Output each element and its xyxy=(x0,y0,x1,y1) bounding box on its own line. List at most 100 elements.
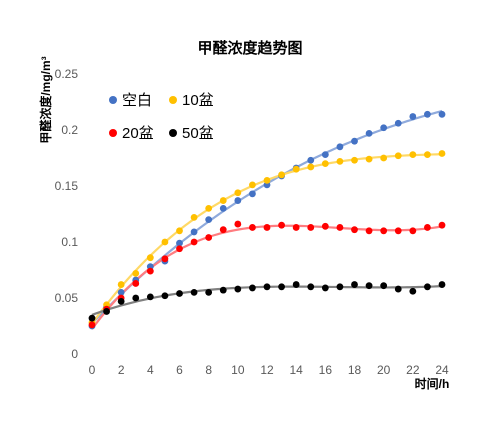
data-point xyxy=(190,238,198,246)
data-point xyxy=(205,205,213,212)
data-point xyxy=(394,227,402,235)
data-point xyxy=(438,281,446,288)
x-tick-label: 20 xyxy=(377,363,391,377)
data-point xyxy=(146,254,154,262)
data-point xyxy=(336,143,344,151)
data-point xyxy=(278,221,285,229)
x-tick-label: 16 xyxy=(319,363,333,377)
data-point xyxy=(117,281,125,288)
data-point xyxy=(409,287,417,295)
data-point xyxy=(321,151,329,159)
x-tick-label: 4 xyxy=(147,363,154,377)
data-point xyxy=(278,283,285,291)
x-tick-label: 18 xyxy=(348,363,362,377)
data-point xyxy=(365,282,373,290)
legend-label: 空白 xyxy=(122,92,152,109)
data-point xyxy=(394,119,402,127)
data-point xyxy=(190,228,198,236)
data-point xyxy=(190,289,198,296)
data-point xyxy=(249,181,256,189)
data-point xyxy=(263,283,271,291)
data-point xyxy=(205,216,213,224)
legend-label: 10盆 xyxy=(182,92,214,109)
data-point xyxy=(307,163,315,171)
data-point xyxy=(438,110,446,118)
data-point xyxy=(380,154,388,162)
data-point xyxy=(409,151,417,159)
data-point xyxy=(219,205,227,212)
data-point xyxy=(292,281,300,288)
legend-label: 20盆 xyxy=(122,125,154,142)
data-point xyxy=(263,224,271,231)
data-point xyxy=(219,197,227,204)
data-point xyxy=(336,157,344,165)
data-point xyxy=(424,151,431,159)
data-point xyxy=(351,226,358,234)
trendline xyxy=(91,285,443,316)
data-point xyxy=(88,314,96,322)
trendlines xyxy=(91,109,443,330)
x-tick-label: 2 xyxy=(118,363,125,377)
data-point xyxy=(205,289,213,296)
data-point xyxy=(205,234,213,241)
data-point xyxy=(234,197,242,204)
data-point xyxy=(307,224,315,231)
data-point xyxy=(219,226,227,234)
data-point xyxy=(321,284,329,292)
data-point xyxy=(380,124,388,132)
data-point xyxy=(176,227,183,235)
y-tick-label: 0.05 xyxy=(55,291,79,305)
data-point xyxy=(88,321,96,329)
legend-marker xyxy=(109,129,117,137)
data-point xyxy=(146,293,154,301)
data-point xyxy=(409,227,417,235)
data-point xyxy=(438,150,446,157)
x-tick-label: 0 xyxy=(89,363,96,377)
x-tick-label: 12 xyxy=(260,363,274,377)
data-point xyxy=(263,177,271,184)
x-tick-label: 6 xyxy=(176,363,183,377)
x-tick-label: 10 xyxy=(231,363,245,377)
data-point xyxy=(219,286,227,294)
trendline xyxy=(91,109,443,325)
x-tick-label: 24 xyxy=(435,363,449,377)
x-tick-label: 22 xyxy=(406,363,420,377)
data-point xyxy=(365,155,373,163)
data-point xyxy=(132,280,140,287)
data-point xyxy=(336,283,344,291)
data-point xyxy=(132,294,140,302)
data-point xyxy=(321,222,329,230)
data-point xyxy=(394,285,402,293)
data-point xyxy=(234,285,242,293)
data-point xyxy=(176,245,183,253)
data-point xyxy=(351,137,358,145)
y-tick-label: 0.2 xyxy=(61,123,78,137)
data-point xyxy=(424,224,431,231)
y-tick-label: 0.25 xyxy=(55,67,79,81)
data-point xyxy=(365,129,373,137)
data-point xyxy=(380,227,388,235)
data-point xyxy=(278,171,285,179)
y-tick-label: 0.15 xyxy=(55,179,79,193)
data-point xyxy=(249,284,256,292)
data-point xyxy=(249,190,256,198)
data-point xyxy=(307,283,315,291)
data-point xyxy=(351,156,358,164)
legend-label: 50盆 xyxy=(182,125,214,142)
data-point xyxy=(117,297,125,305)
legend-marker xyxy=(169,96,177,104)
data-point xyxy=(424,110,431,118)
data-point xyxy=(103,308,110,315)
legend-marker xyxy=(109,96,117,104)
data-point xyxy=(307,156,315,164)
data-point xyxy=(380,282,388,290)
data-point xyxy=(176,239,183,247)
data-point xyxy=(234,189,242,197)
data-point xyxy=(438,221,446,229)
data-point xyxy=(234,220,242,228)
y-tick-label: 0 xyxy=(71,347,78,361)
y-tick-label: 0.1 xyxy=(61,235,78,249)
legend-marker xyxy=(169,129,177,137)
data-point xyxy=(176,290,183,297)
